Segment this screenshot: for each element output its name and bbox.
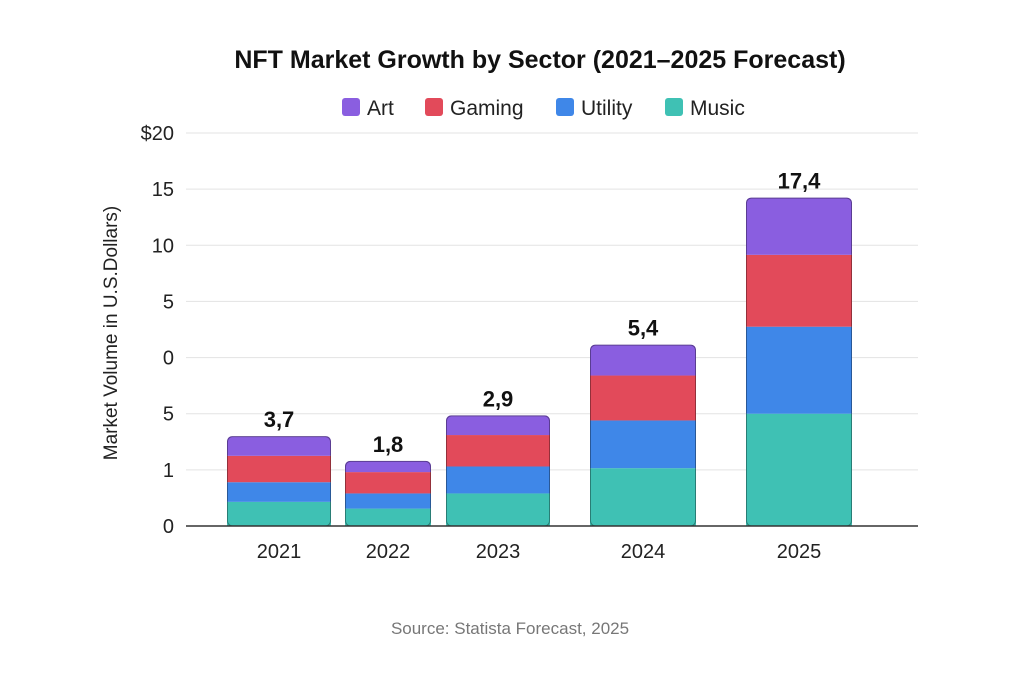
total-label: 17,4 <box>778 169 822 194</box>
bar-gaming <box>590 375 696 421</box>
bar-gaming <box>746 254 852 327</box>
bar-stack-2021 <box>227 436 331 526</box>
legend-label: Music <box>690 97 745 120</box>
legend: Art Gaming Utility Music <box>342 97 745 120</box>
x-axis-ticks: 2021 2022 2023 2024 2025 <box>257 541 822 563</box>
total-labels: 3,7 1,8 2,9 5,4 17,4 <box>264 169 821 457</box>
x-tick-label: 2024 <box>621 541 666 563</box>
total-label: 2,9 <box>483 386 514 411</box>
y-tick-label: 5 <box>163 291 174 313</box>
bar-art <box>227 436 331 456</box>
bar-gaming <box>227 455 331 483</box>
bar-art <box>345 460 431 473</box>
legend-item-utility: Utility <box>556 97 633 120</box>
legend-label: Utility <box>581 97 633 120</box>
y-tick-label: 10 <box>152 235 174 257</box>
x-tick-label: 2023 <box>476 541 521 563</box>
bar-stack-2023 <box>446 415 550 526</box>
y-axis-label: Market Volume in U.S.Dollars) <box>101 206 122 460</box>
legend-item-music: Music <box>665 97 745 120</box>
bar-gaming <box>345 472 431 494</box>
legend-swatch <box>556 98 574 116</box>
bar-utility <box>746 326 852 414</box>
x-tick-label: 2021 <box>257 541 302 563</box>
y-tick-label: 5 <box>163 404 174 426</box>
legend-swatch <box>665 98 683 116</box>
bar-stack-2024 <box>590 344 696 526</box>
bar-stack-2022 <box>345 460 431 526</box>
legend-label: Gaming <box>450 97 524 120</box>
y-tick-label: 0 <box>163 348 174 370</box>
source-note: Source: Statista Forecast, 2025 <box>391 619 629 638</box>
legend-item-art: Art <box>342 97 394 120</box>
x-tick-label: 2022 <box>366 541 411 563</box>
y-tick-label: $20 <box>141 123 174 145</box>
bar-utility <box>227 482 331 502</box>
total-label: 5,4 <box>628 316 659 341</box>
total-label: 3,7 <box>264 407 295 432</box>
bar-art <box>590 344 696 376</box>
legend-label: Art <box>367 97 394 120</box>
bar-art <box>746 197 852 255</box>
chart-title: NFT Market Growth by Sector (2021–2025 F… <box>234 46 845 74</box>
legend-item-gaming: Gaming <box>425 97 524 120</box>
bar-utility <box>345 493 431 509</box>
bar-music <box>590 468 696 526</box>
bar-stack-2025 <box>746 197 852 526</box>
total-label: 1,8 <box>373 432 404 457</box>
y-tick-label: 0 <box>163 516 174 538</box>
y-tick-label: 15 <box>152 179 174 201</box>
legend-swatch <box>342 98 360 116</box>
x-tick-label: 2025 <box>777 541 822 563</box>
bar-music <box>446 493 550 526</box>
y-tick-label: 1 <box>163 460 174 482</box>
bar-music <box>746 413 852 526</box>
legend-swatch <box>425 98 443 116</box>
bar-utility <box>446 466 550 494</box>
bars <box>227 197 852 527</box>
gridlines <box>186 132 918 471</box>
bar-art <box>446 415 550 436</box>
bar-utility <box>590 420 696 469</box>
bar-gaming <box>446 435 550 467</box>
bar-music <box>227 501 331 526</box>
bar-music <box>345 508 431 526</box>
